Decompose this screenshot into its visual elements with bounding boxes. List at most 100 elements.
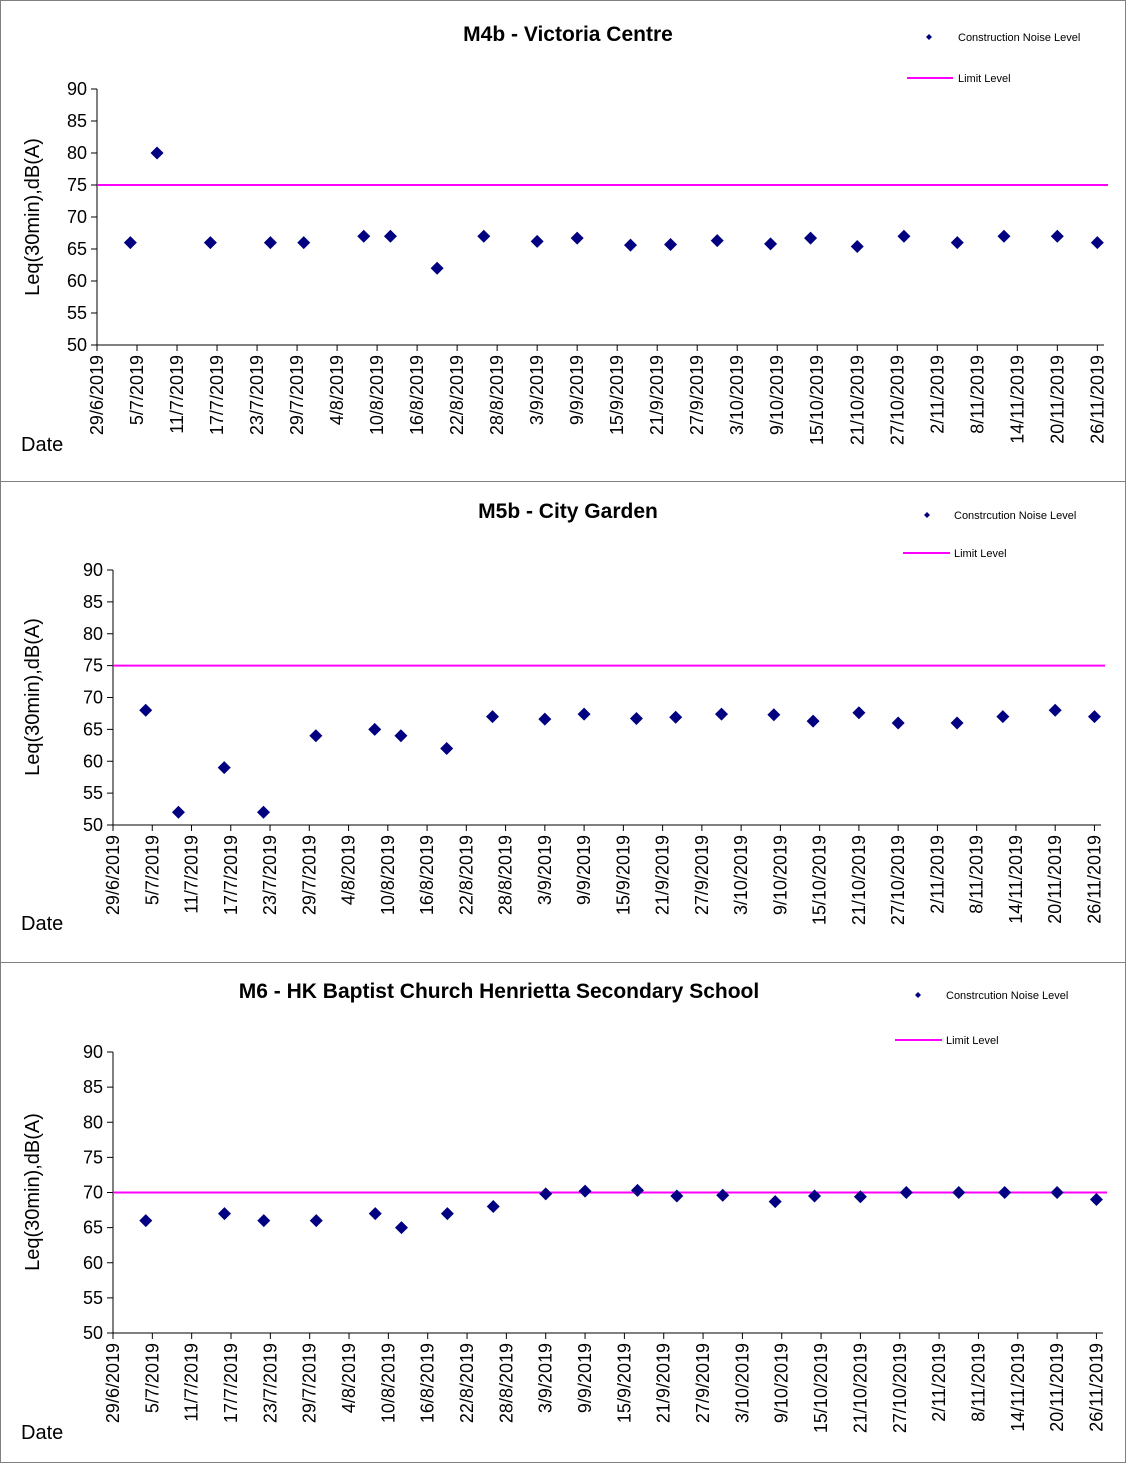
x-tick-label: 22/8/2019 — [456, 835, 476, 915]
y-tick-label: 85 — [83, 1077, 103, 1097]
x-tick-label: 28/8/2019 — [487, 355, 507, 435]
x-tick-label: 11/7/2019 — [182, 835, 202, 914]
x-tick-label: 21/10/2019 — [849, 835, 869, 925]
noise-level-point — [368, 1207, 382, 1221]
x-tick-label: 22/8/2019 — [457, 1343, 477, 1423]
noise-level-point — [1089, 1193, 1103, 1207]
noise-level-point — [297, 236, 311, 250]
y-tick-label: 60 — [67, 271, 87, 291]
x-tick-label: 14/11/2019 — [1006, 835, 1026, 924]
x-tick-label: 10/8/2019 — [378, 835, 398, 915]
x-tick-label: 21/9/2019 — [653, 835, 673, 915]
x-tick-label: 8/11/2019 — [968, 1343, 988, 1422]
x-tick-label: 8/11/2019 — [967, 355, 987, 434]
noise-level-point — [670, 1189, 684, 1203]
noise-level-point — [570, 231, 584, 245]
y-tick-label: 75 — [83, 1147, 103, 1167]
x-tick-label: 21/9/2019 — [647, 355, 667, 435]
noise-level-point — [950, 236, 964, 250]
x-tick-label: 11/7/2019 — [167, 355, 187, 434]
noise-level-point — [394, 1221, 408, 1235]
noise-level-point — [394, 729, 408, 743]
noise-level-point — [383, 229, 397, 243]
chart-title: M4b - Victoria Centre — [463, 23, 673, 46]
noise-level-point — [853, 1190, 867, 1204]
y-tick-label: 80 — [67, 143, 87, 163]
x-tick-label: 29/6/2019 — [87, 355, 107, 435]
chart-panel-m5b: M5b - City Garden 50 55 60 65 70 75 80 85 90 Leq(3… — [0, 481, 1126, 963]
y-tick-label: 70 — [83, 688, 103, 708]
y-axis-label: Leq(30min),dB(A) — [22, 618, 44, 776]
y-tick-label: 90 — [83, 1042, 103, 1062]
chart-m6: M6 - HK Baptist Church Henrietta Seconda… — [21, 980, 1107, 1444]
x-tick-label: 27/9/2019 — [687, 355, 707, 435]
y-tick-label: 75 — [83, 656, 103, 676]
legend: Constrcution Noise Level Limit Level — [895, 990, 1068, 1047]
noise-level-point — [486, 1200, 500, 1214]
x-tick-label: 17/7/2019 — [207, 355, 227, 435]
noise-level-point — [139, 1214, 153, 1228]
x-tick-label: 10/8/2019 — [367, 355, 387, 435]
x-tick-label: 3/10/2019 — [732, 1343, 752, 1423]
noise-level-point — [850, 239, 864, 253]
noise-level-point — [1087, 710, 1101, 724]
x-tick-label: 27/10/2019 — [888, 835, 908, 925]
x-axis-label: Date — [21, 913, 63, 935]
noise-level-point — [530, 234, 544, 248]
noise-level-point — [806, 714, 820, 728]
noise-level-point — [257, 1214, 271, 1228]
y-tick-label: 80 — [83, 624, 103, 644]
noise-level-point — [577, 707, 591, 721]
x-tick-label: 15/10/2019 — [811, 1343, 831, 1433]
noise-level-point — [950, 716, 964, 730]
x-tick-label: 21/10/2019 — [847, 355, 867, 445]
x-tick-label: 14/11/2019 — [1008, 1343, 1028, 1432]
noise-level-point — [1050, 229, 1064, 243]
y-tick-label: 70 — [67, 207, 87, 227]
legend-marker-noise — [926, 34, 932, 40]
x-tick-label: 3/9/2019 — [527, 355, 547, 425]
x-tick-label: 16/8/2019 — [407, 355, 427, 435]
x-tick-label: 15/9/2019 — [613, 835, 633, 915]
noise-level-point — [123, 236, 137, 250]
y-tick-label: 50 — [67, 335, 87, 355]
x-tick-label: 22/8/2019 — [447, 355, 467, 435]
x-tick-label: 15/9/2019 — [607, 355, 627, 435]
noise-level-point — [808, 1189, 822, 1203]
legend: Constrcution Noise Level Limit Level — [903, 510, 1076, 560]
x-tick-label: 10/8/2019 — [378, 1343, 398, 1423]
x-tick-label: 29/7/2019 — [287, 355, 307, 435]
noise-level-point — [897, 229, 911, 243]
noise-level-point — [440, 742, 454, 755]
x-tick-label: 9/10/2019 — [767, 355, 787, 435]
noise-level-point — [485, 710, 499, 724]
y-tick-label: 60 — [83, 751, 103, 771]
x-tick-label: 2/11/2019 — [929, 1343, 949, 1422]
x-tick-label: 8/11/2019 — [967, 835, 987, 914]
noise-level-point — [430, 261, 444, 275]
y-tick-label: 65 — [83, 1218, 103, 1238]
noise-level-point — [631, 1183, 645, 1197]
noise-level-point — [217, 761, 231, 775]
x-tick-label: 21/10/2019 — [850, 1343, 870, 1433]
x-tick-label: 27/10/2019 — [887, 355, 907, 445]
x-tick-label: 9/9/2019 — [567, 355, 587, 425]
x-tick-label: 21/9/2019 — [654, 1343, 674, 1423]
chart-m4b: M4b - Victoria Centre 50 55 60 65 70 75 80 85 90 L… — [21, 23, 1108, 456]
noise-level-point — [664, 238, 678, 252]
x-tick-label: 4/8/2019 — [339, 1343, 359, 1413]
noise-level-point — [203, 236, 217, 250]
legend-label-limit: Limit Level — [954, 548, 1007, 560]
x-tick-label: 3/9/2019 — [535, 835, 555, 905]
noise-level-point — [1048, 703, 1062, 717]
y-tick-label: 65 — [67, 239, 87, 259]
legend-label-limit: Limit Level — [958, 73, 1011, 85]
legend-marker-noise — [915, 992, 921, 998]
x-tick-label: 20/11/2019 — [1047, 1343, 1067, 1432]
noise-level-point — [1090, 236, 1104, 250]
x-tick-label: 14/11/2019 — [1007, 355, 1027, 444]
noise-level-point — [139, 703, 153, 717]
y-tick-label: 60 — [83, 1253, 103, 1273]
noise-level-point — [710, 234, 724, 248]
x-tick-label: 23/7/2019 — [247, 355, 267, 435]
